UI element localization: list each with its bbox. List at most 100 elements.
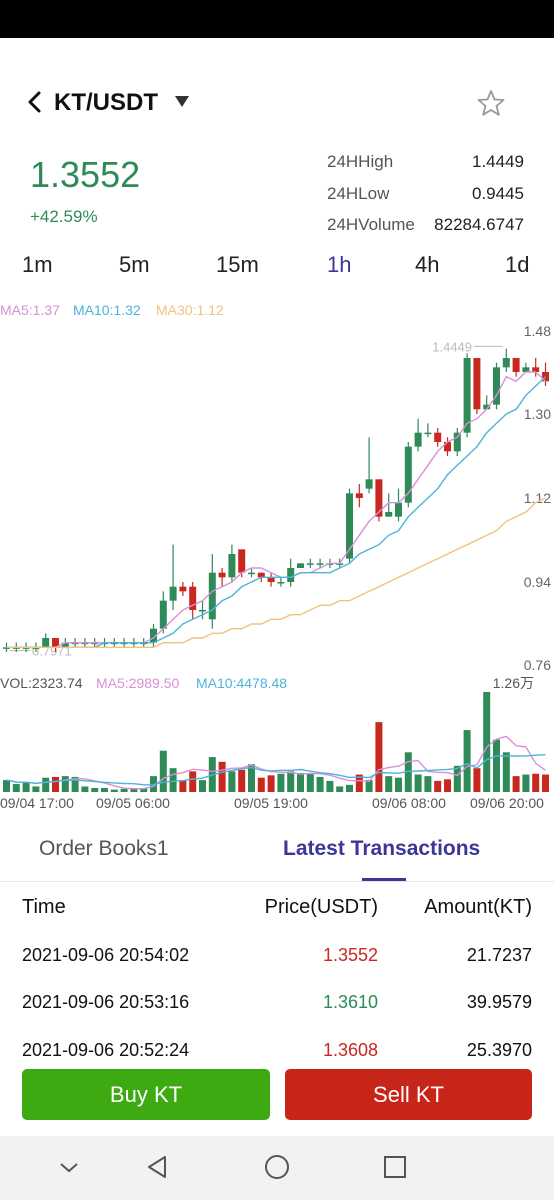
candle — [395, 502, 402, 517]
volume-bar — [512, 776, 520, 792]
interval-4h[interactable]: 4h — [415, 252, 440, 277]
nav-back-icon[interactable] — [143, 1152, 173, 1182]
high-marker-label: 1.4449 — [432, 339, 472, 354]
volume-bar — [287, 771, 295, 792]
stat-value-volume: 82284.6747 — [434, 215, 524, 234]
nav-recents-icon[interactable] — [380, 1152, 410, 1182]
time-axis-label: 09/04 17:00 — [0, 795, 74, 811]
volume-bar — [404, 752, 412, 792]
candle — [238, 549, 246, 573]
candle — [502, 358, 510, 368]
last-price: 1.3552 — [30, 154, 141, 195]
time-axis-label: 09/05 19:00 — [234, 795, 308, 811]
interval-15m[interactable]: 15m — [216, 252, 259, 277]
candle — [32, 647, 40, 649]
price-axis-label: 0.76 — [524, 657, 551, 673]
table-row: 2021-09-06 20:53:16 1.3610 39.9579 — [0, 992, 554, 1022]
candle — [522, 367, 530, 372]
candle — [424, 432, 432, 435]
volume-bar — [267, 775, 275, 792]
volume-bar — [444, 779, 451, 792]
stat-value-low: 0.9445 — [472, 184, 524, 203]
candle — [463, 358, 471, 433]
candle — [150, 628, 157, 643]
candle — [228, 554, 236, 578]
candle — [453, 432, 461, 452]
volume-bar — [101, 788, 108, 792]
price-axis-label: 1.12 — [524, 490, 551, 506]
candle — [306, 563, 314, 565]
candle — [385, 512, 393, 517]
volume-bar — [52, 776, 59, 792]
interval-1d[interactable]: 1d — [505, 252, 530, 277]
candle — [159, 600, 167, 629]
dropdown-triangle-icon[interactable] — [172, 91, 192, 111]
tx-price: 1.3552 — [322, 945, 378, 965]
ma10-line — [6, 376, 546, 648]
interval-5m[interactable]: 5m — [119, 252, 150, 277]
volume-bar — [22, 782, 30, 792]
candle — [414, 432, 422, 447]
candle — [404, 446, 412, 503]
volume-bar — [297, 772, 304, 792]
column-header-price: Price(USDT) — [264, 896, 378, 918]
tx-price: 1.3608 — [322, 1040, 378, 1060]
volume-bar — [179, 780, 187, 792]
volume-bar — [12, 784, 20, 792]
candle — [257, 572, 265, 578]
volume-bar — [169, 768, 177, 792]
volume-bar — [91, 788, 99, 792]
sell-button[interactable]: Sell KT — [285, 1069, 532, 1120]
buy-button[interactable]: Buy KT — [22, 1069, 270, 1120]
ma30-line — [6, 497, 546, 648]
candle — [110, 642, 118, 645]
candle — [297, 563, 304, 568]
candle — [316, 563, 324, 565]
interval-1m[interactable]: 1m — [22, 252, 53, 277]
tx-amount: 25.3970 — [466, 1040, 532, 1060]
pair-title[interactable]: KT/USDT — [54, 89, 158, 116]
candle — [512, 358, 520, 372]
nav-home-icon[interactable] — [262, 1152, 292, 1182]
tx-price: 1.3610 — [322, 992, 378, 1012]
nav-down-icon[interactable] — [54, 1152, 84, 1182]
back-arrow-icon[interactable] — [22, 88, 50, 116]
candle — [140, 642, 148, 645]
candle — [12, 647, 20, 649]
candle — [42, 638, 50, 648]
candle — [542, 372, 549, 382]
volume-bar — [532, 773, 540, 792]
volume-bar — [375, 722, 383, 792]
candle — [61, 642, 69, 648]
volume-bar — [277, 773, 285, 792]
candle — [91, 642, 99, 645]
tab-order-books[interactable]: Order Books1 — [39, 837, 169, 860]
candle — [346, 493, 353, 559]
volume-bar — [257, 777, 265, 792]
stat-label-high: 24HHigh — [327, 152, 394, 171]
interval-1h[interactable]: 1h — [327, 252, 352, 277]
star-icon[interactable] — [476, 88, 506, 118]
candle — [3, 647, 10, 649]
volume-bar — [522, 774, 530, 792]
ma10-legend: MA10:1.32 — [73, 302, 141, 318]
candle — [473, 358, 481, 410]
candle — [81, 642, 89, 645]
table-row: 2021-09-06 20:52:24 1.3608 25.3970 — [0, 1040, 554, 1070]
kline-chart[interactable]: 1.481.301.120.940.761.44490.7971VOL:2323… — [0, 300, 554, 815]
price-axis-label: 1.30 — [524, 406, 551, 422]
candle — [120, 642, 128, 645]
candle — [267, 577, 275, 582]
volume-bar — [42, 777, 50, 792]
volume-bar — [493, 739, 500, 792]
candle — [199, 610, 206, 612]
candle — [169, 586, 177, 601]
active-tab-underline — [362, 878, 406, 881]
candle — [71, 642, 79, 645]
volume-bar — [248, 764, 255, 792]
pair-header: KT/USDT — [0, 78, 554, 126]
tab-latest-transactions[interactable]: Latest Transactions — [283, 837, 481, 860]
volume-bar — [385, 776, 393, 792]
volume-bar — [218, 761, 226, 792]
volume-bar — [502, 752, 510, 792]
